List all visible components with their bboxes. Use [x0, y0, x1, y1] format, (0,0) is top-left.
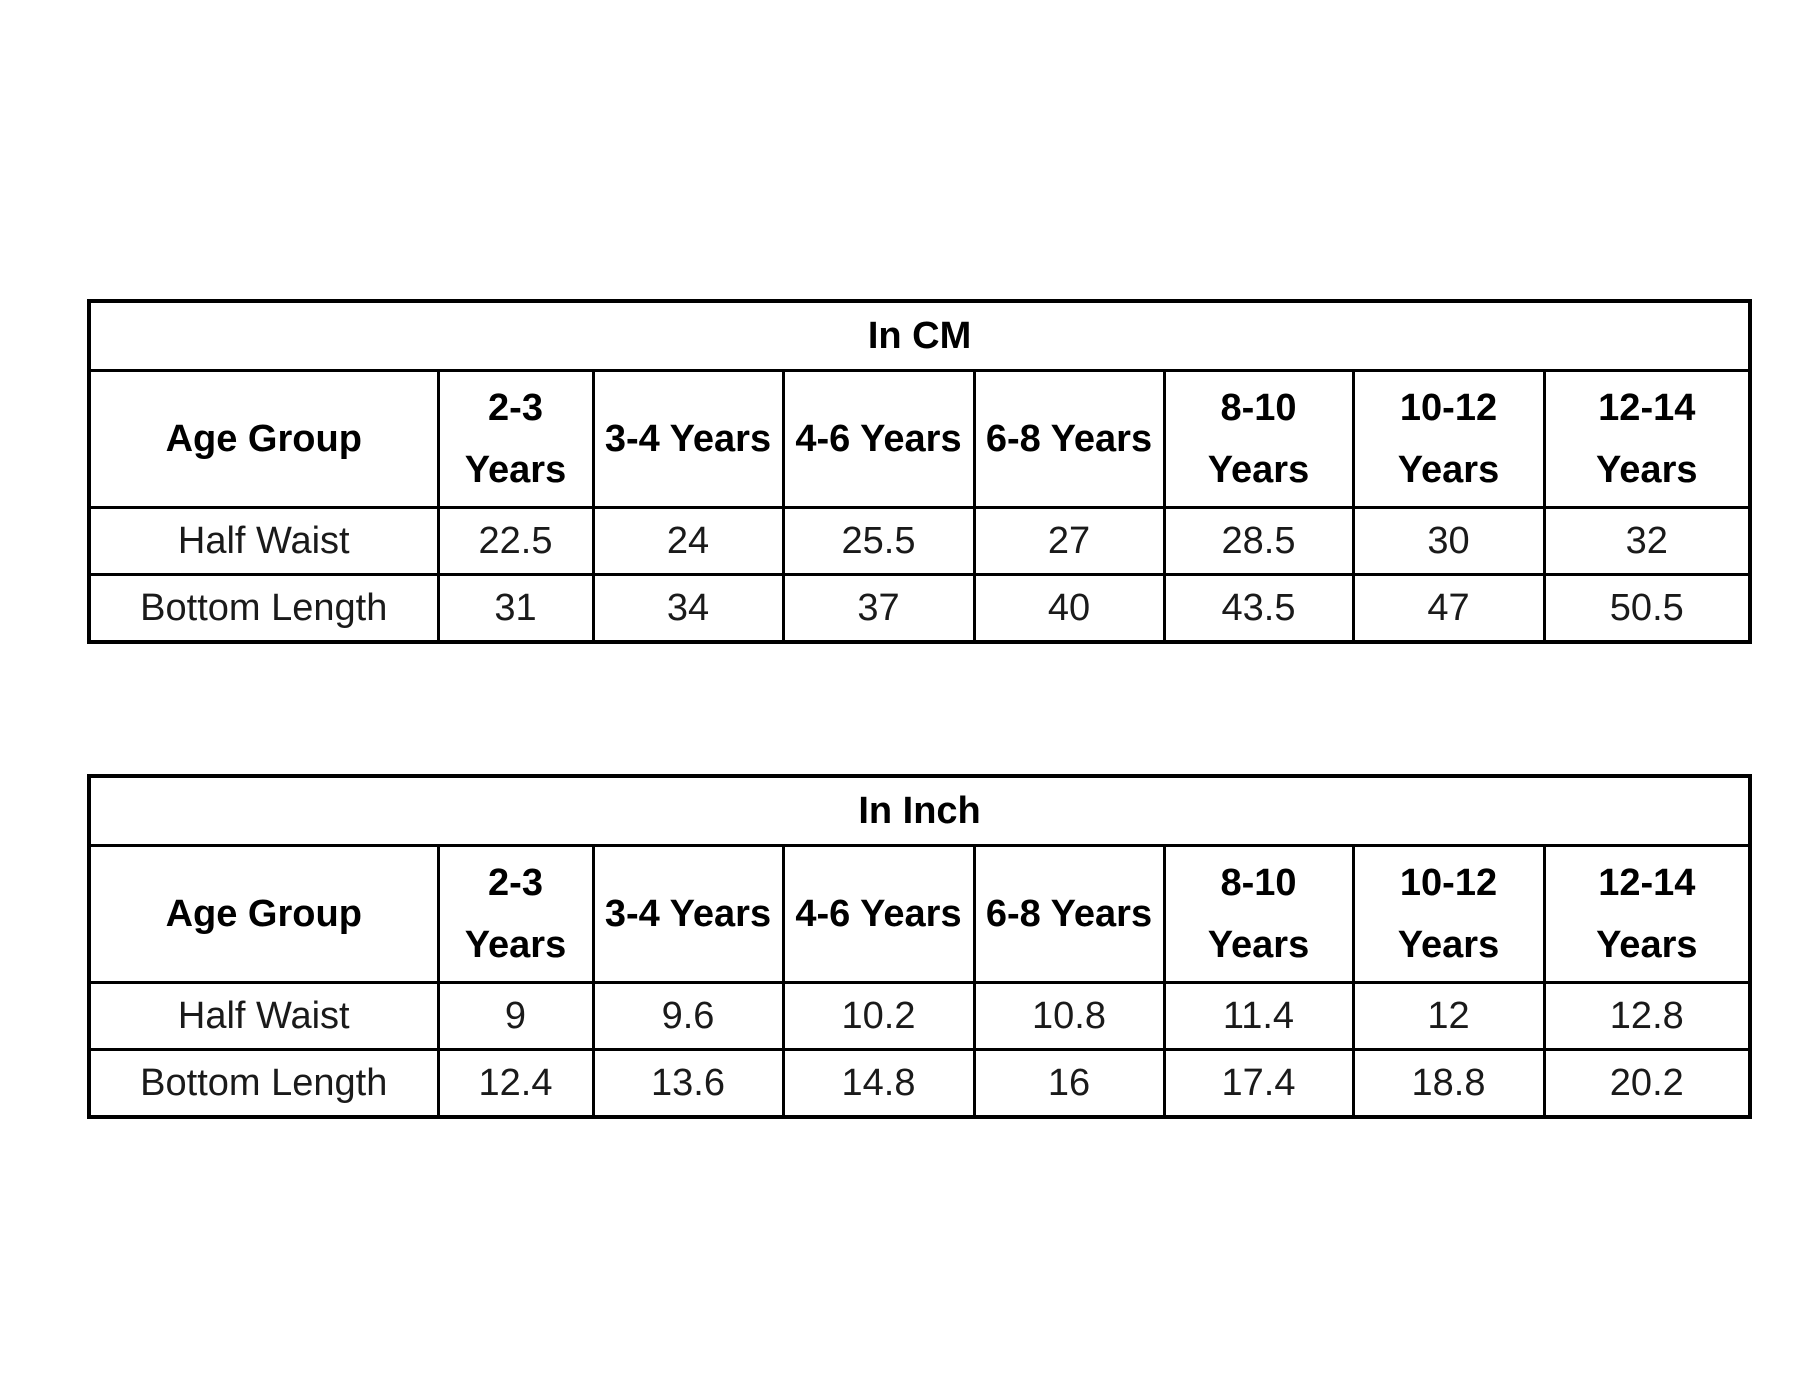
column-header: 12-14 Years — [1542, 369, 1752, 509]
cell: 50.5 — [1542, 573, 1752, 644]
row-header: Age Group — [87, 369, 440, 509]
data-row: Half Waist 9 9.6 10.2 10.8 11.4 12 12.8 — [87, 981, 1752, 1051]
cell: 37 — [781, 573, 976, 644]
row-label: Half Waist — [87, 981, 440, 1051]
row-label: Bottom Length — [87, 1048, 440, 1119]
cell: 12 — [1351, 981, 1546, 1051]
row-header: Age Group — [87, 844, 440, 984]
cell: 12.8 — [1542, 981, 1752, 1051]
cell: 22.5 — [436, 506, 595, 576]
cell: 25.5 — [781, 506, 976, 576]
header-row: Age Group 2-3 Years 3-4 Years 4-6 Years 6-8 … — [87, 844, 1752, 984]
column-header: 2-3 Years — [436, 369, 595, 509]
column-header: 6-8 Years — [972, 369, 1166, 509]
cell: 34 — [591, 573, 785, 644]
column-header: 12-14 Years — [1542, 844, 1752, 984]
cell: 31 — [436, 573, 595, 644]
column-header: 4-6 Years — [781, 369, 976, 509]
title-row: In Inch — [87, 774, 1752, 847]
data-row: Half Waist 22.5 24 25.5 27 28.5 30 32 — [87, 506, 1752, 576]
column-header: 10-12 Years — [1351, 844, 1546, 984]
column-header: 10-12 Years — [1351, 369, 1546, 509]
cell: 10.2 — [781, 981, 976, 1051]
column-header: 3-4 Years — [591, 369, 785, 509]
row-label: Bottom Length — [87, 573, 440, 644]
column-header: 8-10 Years — [1162, 369, 1355, 509]
cell: 27 — [972, 506, 1166, 576]
title-row: In CM — [87, 299, 1752, 372]
cell: 40 — [972, 573, 1166, 644]
cell: 17.4 — [1162, 1048, 1355, 1119]
column-header: 3-4 Years — [591, 844, 785, 984]
cell: 30 — [1351, 506, 1546, 576]
table-title: In CM — [87, 299, 1752, 372]
column-header: 4-6 Years — [781, 844, 976, 984]
cell: 9.6 — [591, 981, 785, 1051]
cell: 9 — [436, 981, 595, 1051]
data-row: Bottom Length 12.4 13.6 14.8 16 17.4 18.8 20.2 — [87, 1048, 1752, 1119]
cell: 28.5 — [1162, 506, 1355, 576]
cell: 12.4 — [436, 1048, 595, 1119]
cell: 16 — [972, 1048, 1166, 1119]
cell: 10.8 — [972, 981, 1166, 1051]
size-table: In Inch Age Group 2-3 Years 3-4 Years 4-6 Ye… — [87, 774, 1753, 1119]
cell: 47 — [1351, 573, 1546, 644]
size-table: In CM Age Group 2-3 Years 3-4 Years 4-6 Year… — [87, 299, 1753, 644]
cell: 20.2 — [1542, 1048, 1752, 1119]
cell: 18.8 — [1351, 1048, 1546, 1119]
cell: 11.4 — [1162, 981, 1355, 1051]
cell: 24 — [591, 506, 785, 576]
cell: 13.6 — [591, 1048, 785, 1119]
cell: 32 — [1542, 506, 1752, 576]
header-row: Age Group 2-3 Years 3-4 Years 4-6 Years 6-8 … — [87, 369, 1752, 509]
table-title: In Inch — [87, 774, 1752, 847]
data-row: Bottom Length 31 34 37 40 43.5 47 50.5 — [87, 573, 1752, 644]
cell: 14.8 — [781, 1048, 976, 1119]
column-header: 8-10 Years — [1162, 844, 1355, 984]
cell: 43.5 — [1162, 573, 1355, 644]
column-header: 6-8 Years — [972, 844, 1166, 984]
row-label: Half Waist — [87, 506, 440, 576]
column-header: 2-3 Years — [436, 844, 595, 984]
